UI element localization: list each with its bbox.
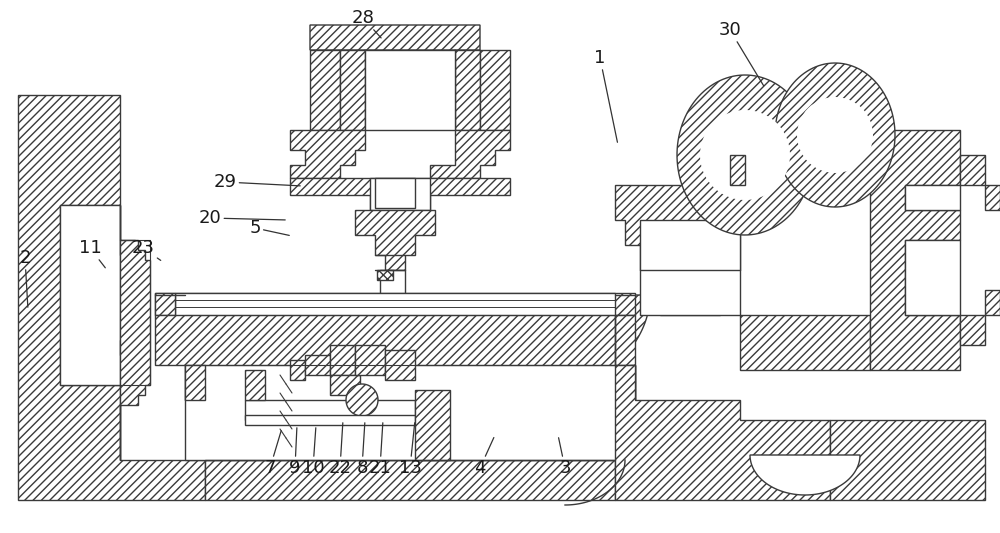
- Polygon shape: [340, 50, 365, 130]
- Polygon shape: [355, 345, 385, 375]
- Circle shape: [700, 110, 790, 200]
- Polygon shape: [750, 455, 860, 495]
- Text: 10: 10: [302, 428, 324, 477]
- Bar: [175, 293, 615, 320]
- Polygon shape: [630, 365, 635, 400]
- Polygon shape: [120, 205, 150, 460]
- Polygon shape: [205, 460, 615, 500]
- Polygon shape: [290, 130, 365, 178]
- Text: 30: 30: [719, 21, 764, 86]
- Bar: [370, 178, 430, 210]
- Polygon shape: [155, 293, 175, 315]
- Polygon shape: [185, 365, 205, 400]
- Bar: [245, 400, 415, 420]
- Polygon shape: [430, 130, 510, 178]
- Polygon shape: [155, 315, 635, 460]
- Text: 8: 8: [356, 423, 368, 477]
- Polygon shape: [830, 420, 985, 500]
- Text: 3: 3: [559, 438, 571, 477]
- Text: 7: 7: [264, 431, 281, 477]
- Polygon shape: [615, 185, 740, 315]
- Polygon shape: [245, 370, 265, 400]
- Text: 11: 11: [79, 239, 105, 268]
- Bar: [120, 340, 135, 355]
- Bar: [60, 205, 120, 385]
- Bar: [905, 240, 960, 315]
- Polygon shape: [180, 295, 650, 430]
- Polygon shape: [377, 270, 393, 280]
- Polygon shape: [346, 384, 378, 416]
- Text: 20: 20: [199, 209, 285, 227]
- Polygon shape: [330, 345, 355, 375]
- Text: 1: 1: [594, 49, 617, 142]
- Polygon shape: [290, 178, 510, 210]
- Bar: [120, 240, 135, 255]
- Polygon shape: [245, 415, 415, 425]
- Polygon shape: [385, 350, 415, 380]
- Text: 28: 28: [352, 9, 381, 38]
- Polygon shape: [455, 50, 480, 130]
- Bar: [375, 178, 415, 208]
- Text: 13: 13: [399, 423, 421, 477]
- Bar: [640, 220, 740, 315]
- Polygon shape: [730, 155, 745, 185]
- Polygon shape: [775, 63, 895, 207]
- Text: 2: 2: [19, 249, 31, 307]
- Polygon shape: [960, 315, 985, 345]
- Polygon shape: [18, 95, 205, 500]
- Polygon shape: [740, 130, 870, 185]
- Polygon shape: [677, 75, 813, 235]
- Polygon shape: [960, 155, 985, 185]
- Polygon shape: [480, 50, 510, 130]
- Polygon shape: [310, 25, 480, 78]
- Bar: [365, 50, 455, 130]
- Polygon shape: [740, 315, 870, 370]
- Polygon shape: [155, 293, 635, 320]
- Bar: [185, 365, 635, 460]
- Polygon shape: [365, 50, 455, 78]
- Polygon shape: [415, 390, 450, 460]
- Polygon shape: [615, 315, 830, 500]
- Polygon shape: [305, 355, 330, 375]
- Text: 5: 5: [249, 219, 289, 237]
- Polygon shape: [355, 210, 435, 270]
- Text: 4: 4: [474, 438, 494, 477]
- Circle shape: [797, 97, 873, 173]
- Bar: [380, 270, 405, 330]
- Bar: [905, 185, 960, 210]
- Polygon shape: [985, 185, 1000, 210]
- Text: 29: 29: [214, 173, 300, 191]
- Text: 22: 22: [328, 423, 352, 477]
- Polygon shape: [330, 375, 360, 395]
- Text: 9: 9: [289, 428, 301, 477]
- Text: 23: 23: [132, 239, 161, 261]
- Text: 21: 21: [369, 423, 391, 477]
- Polygon shape: [870, 130, 960, 370]
- Polygon shape: [290, 360, 305, 380]
- Polygon shape: [985, 290, 1000, 315]
- Polygon shape: [310, 50, 340, 130]
